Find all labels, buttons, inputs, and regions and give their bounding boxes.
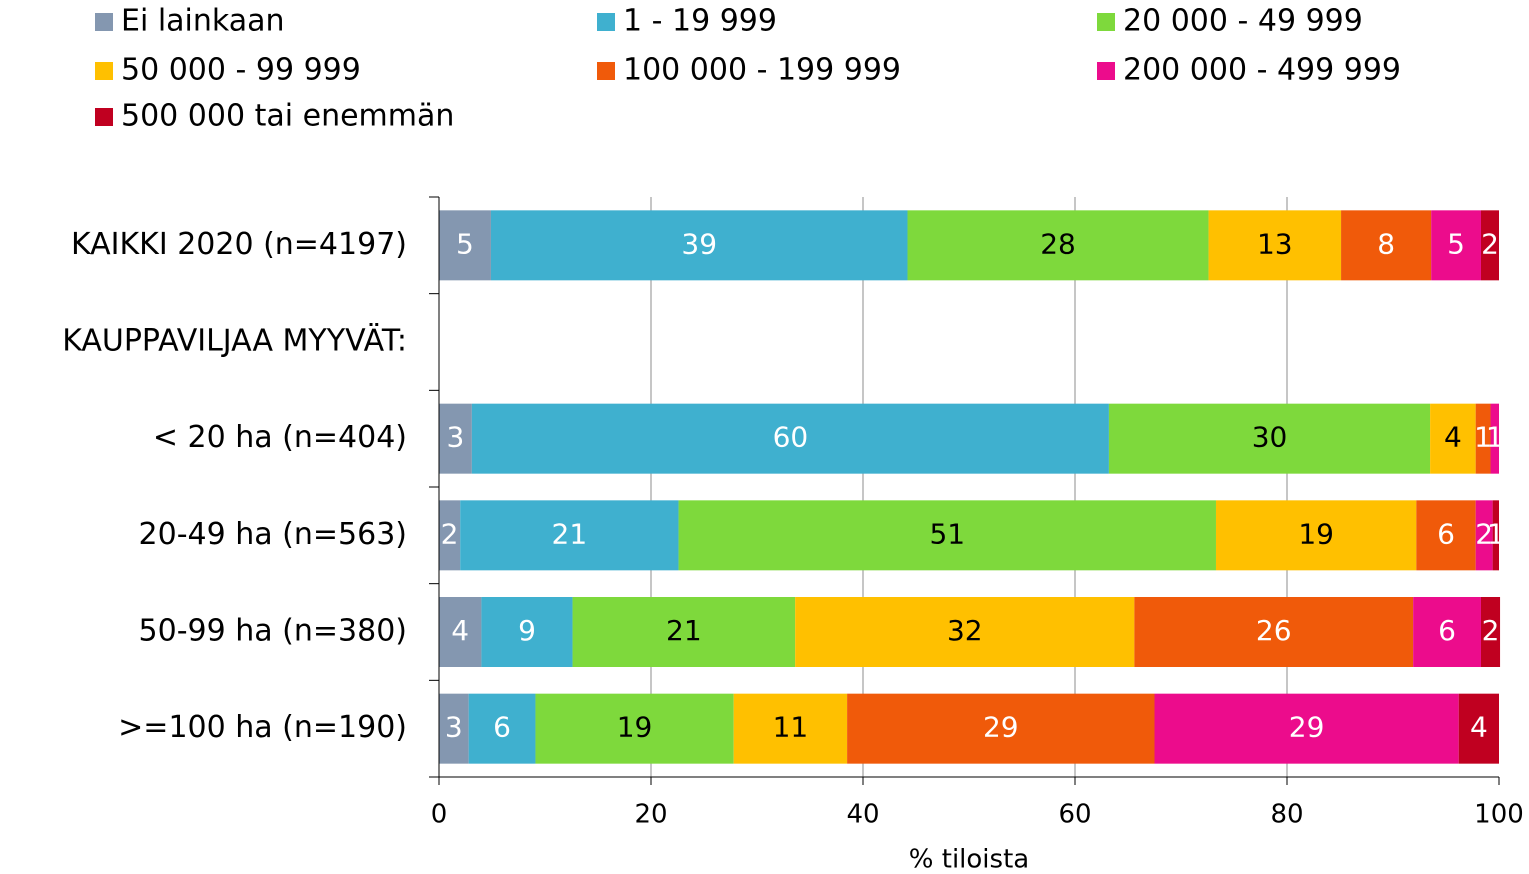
bar-segment — [490, 210, 908, 281]
data-label: 6 — [1438, 614, 1456, 647]
data-label: 21 — [552, 517, 588, 550]
y-tick-label: 50-99 ha (n=380) — [139, 614, 407, 649]
x-tick-label: 40 — [846, 800, 879, 830]
legend-label: 200 000 - 499 999 — [1123, 53, 1401, 88]
bar-segment — [1413, 597, 1481, 667]
data-label: 4 — [1470, 711, 1488, 744]
y-tick-label: < 20 ha (n=404) — [153, 420, 407, 455]
bar-segment — [471, 403, 1109, 474]
y-tick-label: 20-49 ha (n=563) — [139, 517, 407, 552]
data-label: 2 — [1482, 614, 1500, 647]
bar-segment — [1154, 693, 1459, 764]
legend-label: 50 000 - 99 999 — [121, 53, 361, 88]
bar-segment — [795, 597, 1135, 667]
bar-segment — [1475, 403, 1491, 474]
bar-segment — [1458, 693, 1499, 764]
data-label: 11 — [773, 711, 809, 744]
bar-segment — [1492, 500, 1499, 571]
bar-segment — [733, 693, 848, 764]
data-label: 6 — [493, 711, 511, 744]
legend-swatch — [95, 13, 113, 31]
bar-segment — [439, 693, 469, 764]
data-label: 39 — [681, 227, 717, 260]
data-label: 1 — [1486, 421, 1504, 454]
data-label: 4 — [1444, 421, 1462, 454]
data-label: 60 — [773, 421, 809, 454]
bar-segment — [439, 500, 461, 571]
legend-swatch — [95, 108, 113, 126]
bar-segment — [572, 597, 796, 667]
data-label: 51 — [929, 517, 965, 550]
data-label: 9 — [518, 614, 536, 647]
bar-segment — [1108, 403, 1431, 474]
bar-segment — [1480, 210, 1499, 281]
data-label: 6 — [1437, 517, 1455, 550]
legend-swatch — [597, 62, 615, 80]
bar-segment — [907, 210, 1209, 281]
data-label: 26 — [1256, 614, 1292, 647]
x-axis-title: % tiloista — [909, 845, 1029, 874]
legend-label: 100 000 - 199 999 — [623, 53, 901, 88]
bar-segment — [439, 597, 482, 667]
bar-segment — [1416, 500, 1476, 571]
x-tick-label: 100 — [1474, 800, 1524, 830]
legend-swatch — [1097, 62, 1115, 80]
legend-swatch — [95, 62, 113, 80]
data-label: 29 — [1289, 711, 1325, 744]
data-label: 19 — [1298, 517, 1334, 550]
data-label: 8 — [1377, 227, 1395, 260]
legend-label: 500 000 tai enemmän — [121, 99, 454, 134]
bar-segment — [439, 403, 472, 474]
bar-segment — [1208, 210, 1342, 281]
legend-label: 1 - 19 999 — [623, 4, 777, 39]
data-label: 1 — [1487, 517, 1505, 550]
y-tick-label: KAIKKI 2020 (n=4197) — [71, 227, 407, 262]
data-label: 2 — [441, 517, 459, 550]
bar-segment — [678, 500, 1216, 571]
y-tick-label: >=100 ha (n=190) — [118, 710, 407, 745]
bar-segment — [1490, 403, 1499, 474]
x-tick-label: 60 — [1058, 800, 1091, 830]
bar-segment — [1475, 500, 1493, 571]
bar-segment — [847, 693, 1155, 764]
bar-segment — [1480, 597, 1501, 667]
data-label: 21 — [666, 614, 702, 647]
data-label: 5 — [1447, 227, 1465, 260]
bar-segment — [468, 693, 536, 764]
data-label: 4 — [451, 614, 469, 647]
bar-segment — [460, 500, 679, 571]
data-label: 2 — [1481, 227, 1499, 260]
bar-segment — [1431, 210, 1481, 281]
data-label: 28 — [1040, 227, 1076, 260]
bar-segment — [1430, 403, 1476, 474]
bar-segment — [535, 693, 734, 764]
data-label: 2 — [1475, 517, 1493, 550]
legend-label: Ei lainkaan — [121, 4, 285, 39]
bar-segment — [439, 210, 491, 281]
legend-swatch — [597, 13, 615, 31]
bar-segment — [1215, 500, 1417, 571]
data-label: 29 — [983, 711, 1019, 744]
data-label: 30 — [1252, 421, 1288, 454]
data-label: 1 — [1474, 421, 1492, 454]
bar-segment — [1134, 597, 1414, 667]
y-tick-label: KAUPPAVILJAA MYYVÄT: — [62, 323, 407, 359]
data-label: 13 — [1257, 227, 1293, 260]
x-tick-label: 0 — [431, 800, 448, 830]
legend-label: 20 000 - 49 999 — [1123, 4, 1363, 39]
data-label: 3 — [445, 711, 463, 744]
bar-segment — [481, 597, 573, 667]
x-tick-label: 20 — [634, 800, 667, 830]
legend-swatch — [1097, 13, 1115, 31]
data-label: 32 — [947, 614, 983, 647]
data-label: 5 — [456, 227, 474, 260]
data-label: 3 — [447, 421, 465, 454]
bar-segment — [1341, 210, 1432, 281]
x-tick-label: 80 — [1270, 800, 1303, 830]
data-label: 19 — [617, 711, 653, 744]
